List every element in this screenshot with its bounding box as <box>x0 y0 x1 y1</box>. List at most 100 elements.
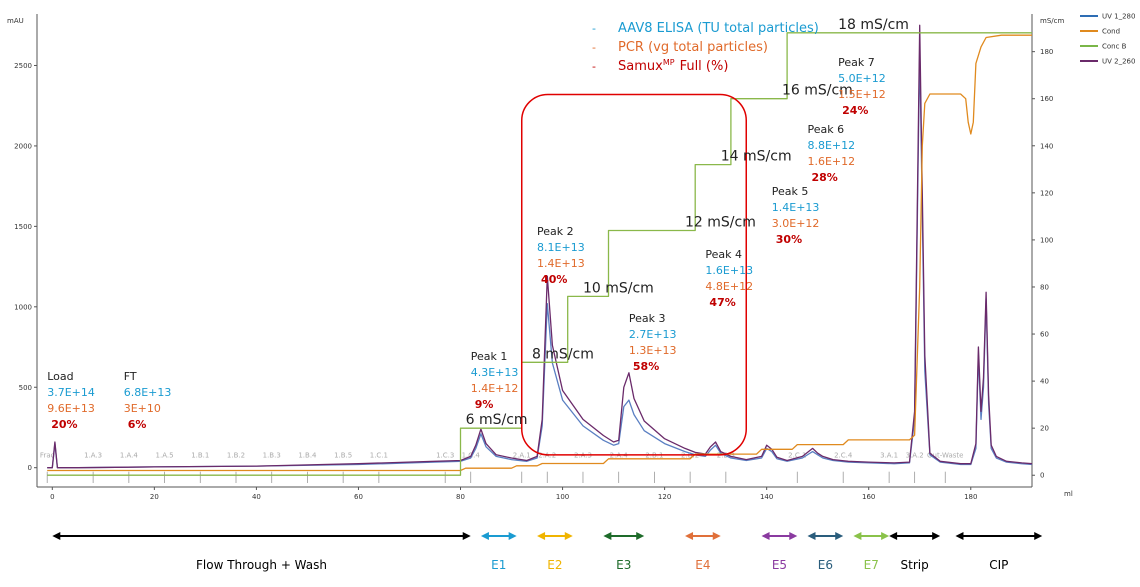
fraction-label: 2.C.1 <box>788 452 806 460</box>
right-tick-label: 140 <box>1040 142 1053 150</box>
left-tick-label: 500 <box>19 384 32 392</box>
x-tick-label: 20 <box>150 493 159 501</box>
peak-full-value: 58% <box>633 360 659 373</box>
key-marker: - <box>592 60 596 73</box>
fraction-label: 2.C.4 <box>834 452 853 460</box>
key-marker: - <box>592 41 596 54</box>
fraction-label: 2.A.1 <box>513 452 531 460</box>
series-conc-b <box>47 32 1032 476</box>
stage-arrow-head <box>835 532 844 540</box>
legend-label: Conc B <box>1102 43 1127 51</box>
stage-arrow-head <box>685 532 694 540</box>
fraction-label: 1.A.4 <box>120 452 139 460</box>
stage-arrow-head <box>932 532 941 540</box>
step-label: 14 mS/cm <box>721 149 792 165</box>
fraction-label: 1.A.5 <box>156 452 174 460</box>
fraction-label: 1.A.3 <box>84 452 102 460</box>
peak-pcr-value: 3.0E+12 <box>772 217 820 230</box>
stage-arrow-head <box>761 532 770 540</box>
left-tick-label: 1500 <box>14 223 32 231</box>
stage-arrow-head <box>537 532 546 540</box>
fraction-label: 1.B.5 <box>334 452 352 460</box>
series-uv-2-260 <box>47 24 1033 469</box>
stage-arrow-head <box>1034 532 1043 540</box>
right-tick-label: 0 <box>1040 472 1044 480</box>
left-tick-label: 0 <box>28 464 32 472</box>
stage-arrow-head <box>955 532 964 540</box>
right-tick-label: 100 <box>1040 236 1053 244</box>
x-axis-unit: ml <box>1064 490 1073 498</box>
right-tick-label: 20 <box>1040 425 1049 433</box>
fraction-label: 2.B.1 <box>645 452 663 460</box>
x-tick-label: 100 <box>556 493 569 501</box>
fraction-label: 2.A.4 <box>610 452 629 460</box>
x-tick-label: 60 <box>354 493 363 501</box>
stage-arrow-head <box>853 532 862 540</box>
peak-pcr-value: 1.3E+13 <box>629 344 677 357</box>
x-tick-label: 120 <box>658 493 671 501</box>
stage-label: E1 <box>491 558 506 572</box>
peak-pcr-value: 1.4E+12 <box>471 382 519 395</box>
fraction-label: 1.C.3 <box>436 452 454 460</box>
step-label: 10 mS/cm <box>583 280 654 296</box>
peak-pcr-value: 1.5E+12 <box>838 88 886 101</box>
peak-full-value: 30% <box>776 233 802 246</box>
fraction-label: 2.B.2 <box>681 452 699 460</box>
stage-arrow-head <box>564 532 573 540</box>
fraction-label: 2.A.3 <box>574 452 592 460</box>
peak-full-value: 9% <box>475 398 494 411</box>
highlight-region <box>520 93 748 456</box>
step-labels: 6 mS/cm 8 mS/cm 10 mS/cm 12 mS/cm 14 mS/cm 16… <box>466 17 909 428</box>
peak-elisa-value: 3.7E+14 <box>47 386 95 399</box>
axes: mAU mS/cmml050010001500200025000204060801… <box>7 14 1073 501</box>
step-label: 6 mS/cm <box>466 412 528 428</box>
fraction-label: 1.B.4 <box>298 452 317 460</box>
key-suffix: Full (%) <box>680 59 729 74</box>
stage-label: E5 <box>772 558 787 572</box>
fraction-label: Out-Waste <box>927 452 963 460</box>
right-tick-label: 180 <box>1040 48 1053 56</box>
series-uv-1-280 <box>47 48 1033 469</box>
stage-arrow-head <box>889 532 898 540</box>
peak-elisa-value: 8.8E+12 <box>807 139 855 152</box>
stage-arrow-head <box>636 532 645 540</box>
peak-elisa-value: 6.8E+13 <box>124 386 172 399</box>
x-tick-label: 0 <box>50 493 54 501</box>
right-tick-label: 60 <box>1040 331 1049 339</box>
fraction-label: 1.C.1 <box>370 452 388 460</box>
peak-full-value: 24% <box>842 104 868 117</box>
peak-name: Load <box>47 370 73 383</box>
key-text: SamuxMP Full (%) <box>618 58 728 74</box>
stage-arrow-head <box>789 532 798 540</box>
peak-full-value: 28% <box>811 171 837 184</box>
peak-full-value: 47% <box>709 296 735 309</box>
peak-elisa-value: 5.0E+12 <box>838 72 886 85</box>
peak-pcr-value: 1.6E+12 <box>807 155 855 168</box>
legend-label: Cond <box>1102 28 1120 36</box>
left-tick-label: 1000 <box>14 303 32 311</box>
fraction-label: 3.A.1 <box>880 452 898 460</box>
x-tick-label: 40 <box>252 493 261 501</box>
left-tick-label: 2500 <box>14 62 32 70</box>
peak-full-value: 40% <box>541 273 567 286</box>
traces <box>47 24 1033 476</box>
peak-full-value: 6% <box>128 418 147 431</box>
right-axis-unit: mS/cm <box>1040 17 1064 25</box>
fraction-label: 3.A.2 <box>906 452 924 460</box>
stage-label: E4 <box>695 558 710 572</box>
series-cond <box>47 34 1032 472</box>
step-label: 18 mS/cm <box>838 17 909 33</box>
stage-arrow-head <box>603 532 612 540</box>
stage-arrow-head <box>52 532 61 540</box>
fraction-label: 2.A.2 <box>538 452 556 460</box>
x-tick-label: 140 <box>760 493 773 501</box>
x-tick-label: 180 <box>964 493 977 501</box>
stage-label: E6 <box>818 558 833 572</box>
peak-name: Peak 7 <box>838 56 875 69</box>
stage-label: E3 <box>616 558 631 572</box>
stage-arrow-head <box>462 532 471 540</box>
stage-arrows: Flow Through + Wash E1 E2 E3 E4 E5 E6 E7 Strip CI… <box>52 532 1043 572</box>
stage-arrow-head <box>881 532 890 540</box>
peak-name: Peak 3 <box>629 312 666 325</box>
right-tick-label: 120 <box>1040 189 1053 197</box>
